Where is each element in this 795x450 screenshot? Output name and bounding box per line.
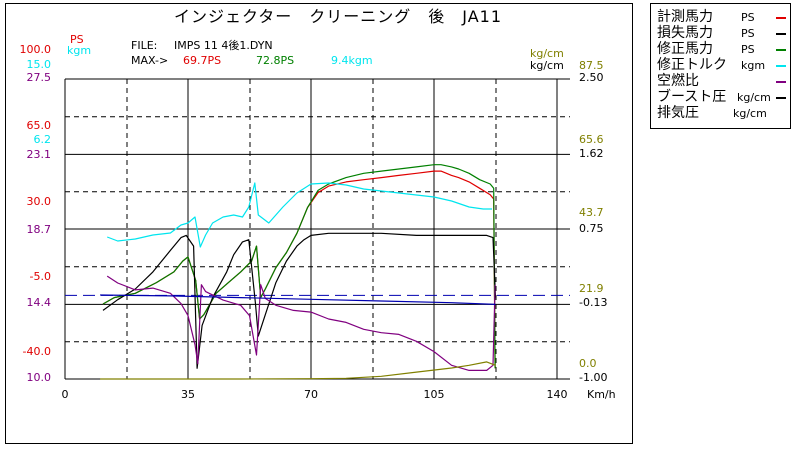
legend-item-unit: kg/cm [737, 91, 771, 104]
legend-item-unit: kgm [741, 59, 766, 72]
legend-swatch [776, 65, 786, 67]
x-tick-label: 0 [62, 388, 69, 401]
left-tick-afr: 23.1 [27, 148, 52, 161]
right-axis-unit-exhaust: kg/cm [530, 47, 564, 60]
legend-item-unit: kg/cm [733, 107, 767, 120]
right-tick-exhaust: 43.7 [579, 206, 604, 219]
file-label: FILE: [131, 39, 157, 52]
legend-item: 空燃比 [657, 73, 786, 89]
legend-item-label: 排気圧 [657, 105, 699, 121]
left-tick-ps: 30.0 [27, 195, 52, 208]
series-line-boost [100, 294, 496, 305]
left-tick-kgm: 15.0 [27, 58, 52, 71]
right-tick-pressure: -1.00 [579, 371, 607, 384]
legend-item-label: 修正馬力 [657, 41, 713, 57]
right-tick-exhaust: 21.9 [579, 282, 604, 295]
legend-swatch [776, 49, 786, 51]
x-axis-label: Km/h [587, 388, 616, 401]
legend-swatch [776, 33, 786, 35]
series-line-loss_power [102, 232, 497, 369]
left-tick-ps: 100.0 [20, 43, 52, 56]
left-axis-unit-kgm: kgm [67, 44, 91, 57]
x-tick-label: 70 [304, 388, 318, 401]
legend-item-label: 損失馬力 [657, 25, 713, 41]
legend-swatch [776, 17, 786, 19]
legend-item-unit: PS [741, 27, 755, 40]
legend-item: 損失馬力 PS [657, 25, 786, 41]
legend-item: 排気圧 kg/cm [657, 105, 767, 121]
max-label: MAX-> [131, 54, 168, 67]
legend-item-unit: PS [741, 11, 755, 24]
left-tick-afr: 27.5 [27, 71, 52, 84]
left-tick-kgm: 6.2 [34, 133, 52, 146]
legend-item: 修正トルク kgm [657, 57, 786, 73]
right-tick-pressure: 0.75 [579, 222, 604, 235]
series-line-power [102, 170, 496, 369]
legend-panel: 計測馬力 PS 損失馬力 PS 修正馬力 PS 修正トルク kgm 空燃比 ブースト圧 kg/cm 排… [650, 3, 791, 129]
legend-item-label: 計測馬力 [657, 9, 713, 25]
chart-title: インジェクター クリーニング 後 JA11 [174, 7, 502, 26]
max-power: 69.7PS [183, 54, 221, 67]
right-tick-exhaust: 65.6 [579, 133, 604, 146]
x-tick-label: 140 [547, 388, 568, 401]
right-tick-exhaust: 0.0 [579, 357, 597, 370]
legend-item-label: 空燃比 [657, 73, 699, 89]
series-line-exhaust [100, 361, 496, 380]
right-tick-exhaust: 87.5 [579, 59, 604, 72]
max-corrected-power: 72.8PS [256, 54, 294, 67]
left-tick-afr: 18.7 [27, 223, 52, 236]
chart-panel [5, 3, 633, 444]
right-tick-pressure: -0.13 [579, 296, 607, 309]
legend-item-label: ブースト圧 [657, 89, 727, 105]
legend-swatch [776, 97, 786, 99]
legend-item: ブースト圧 kg/cm [657, 89, 786, 105]
file-value: IMPS 11 4後1.DYN [174, 38, 273, 52]
right-axis-unit-pressure: kg/cm [530, 59, 564, 72]
max-torque: 9.4kgm [331, 54, 373, 67]
series-line-torque [106, 182, 492, 248]
legend-item-unit: PS [741, 43, 755, 56]
legend-item: 計測馬力 PS [657, 9, 786, 25]
legend-item: 修正馬力 PS [657, 41, 786, 57]
x-tick-label: 35 [181, 388, 195, 401]
legend-item-label: 修正トルク [657, 57, 727, 73]
left-axis-unit-ps: PS [70, 33, 84, 46]
left-tick-ps: 65.0 [27, 119, 52, 132]
right-tick-pressure: 2.50 [579, 71, 604, 84]
x-tick-label: 105 [424, 388, 445, 401]
left-tick-ps: -5.0 [30, 270, 51, 283]
series-line-corrected_power [102, 164, 496, 369]
right-tick-pressure: 1.62 [579, 147, 604, 160]
left-tick-afr: 10.0 [27, 371, 52, 384]
left-tick-ps: -40.0 [23, 345, 51, 358]
series-line-air_fuel [106, 275, 496, 371]
legend-swatch [776, 81, 786, 83]
left-tick-afr: 14.4 [27, 296, 52, 309]
